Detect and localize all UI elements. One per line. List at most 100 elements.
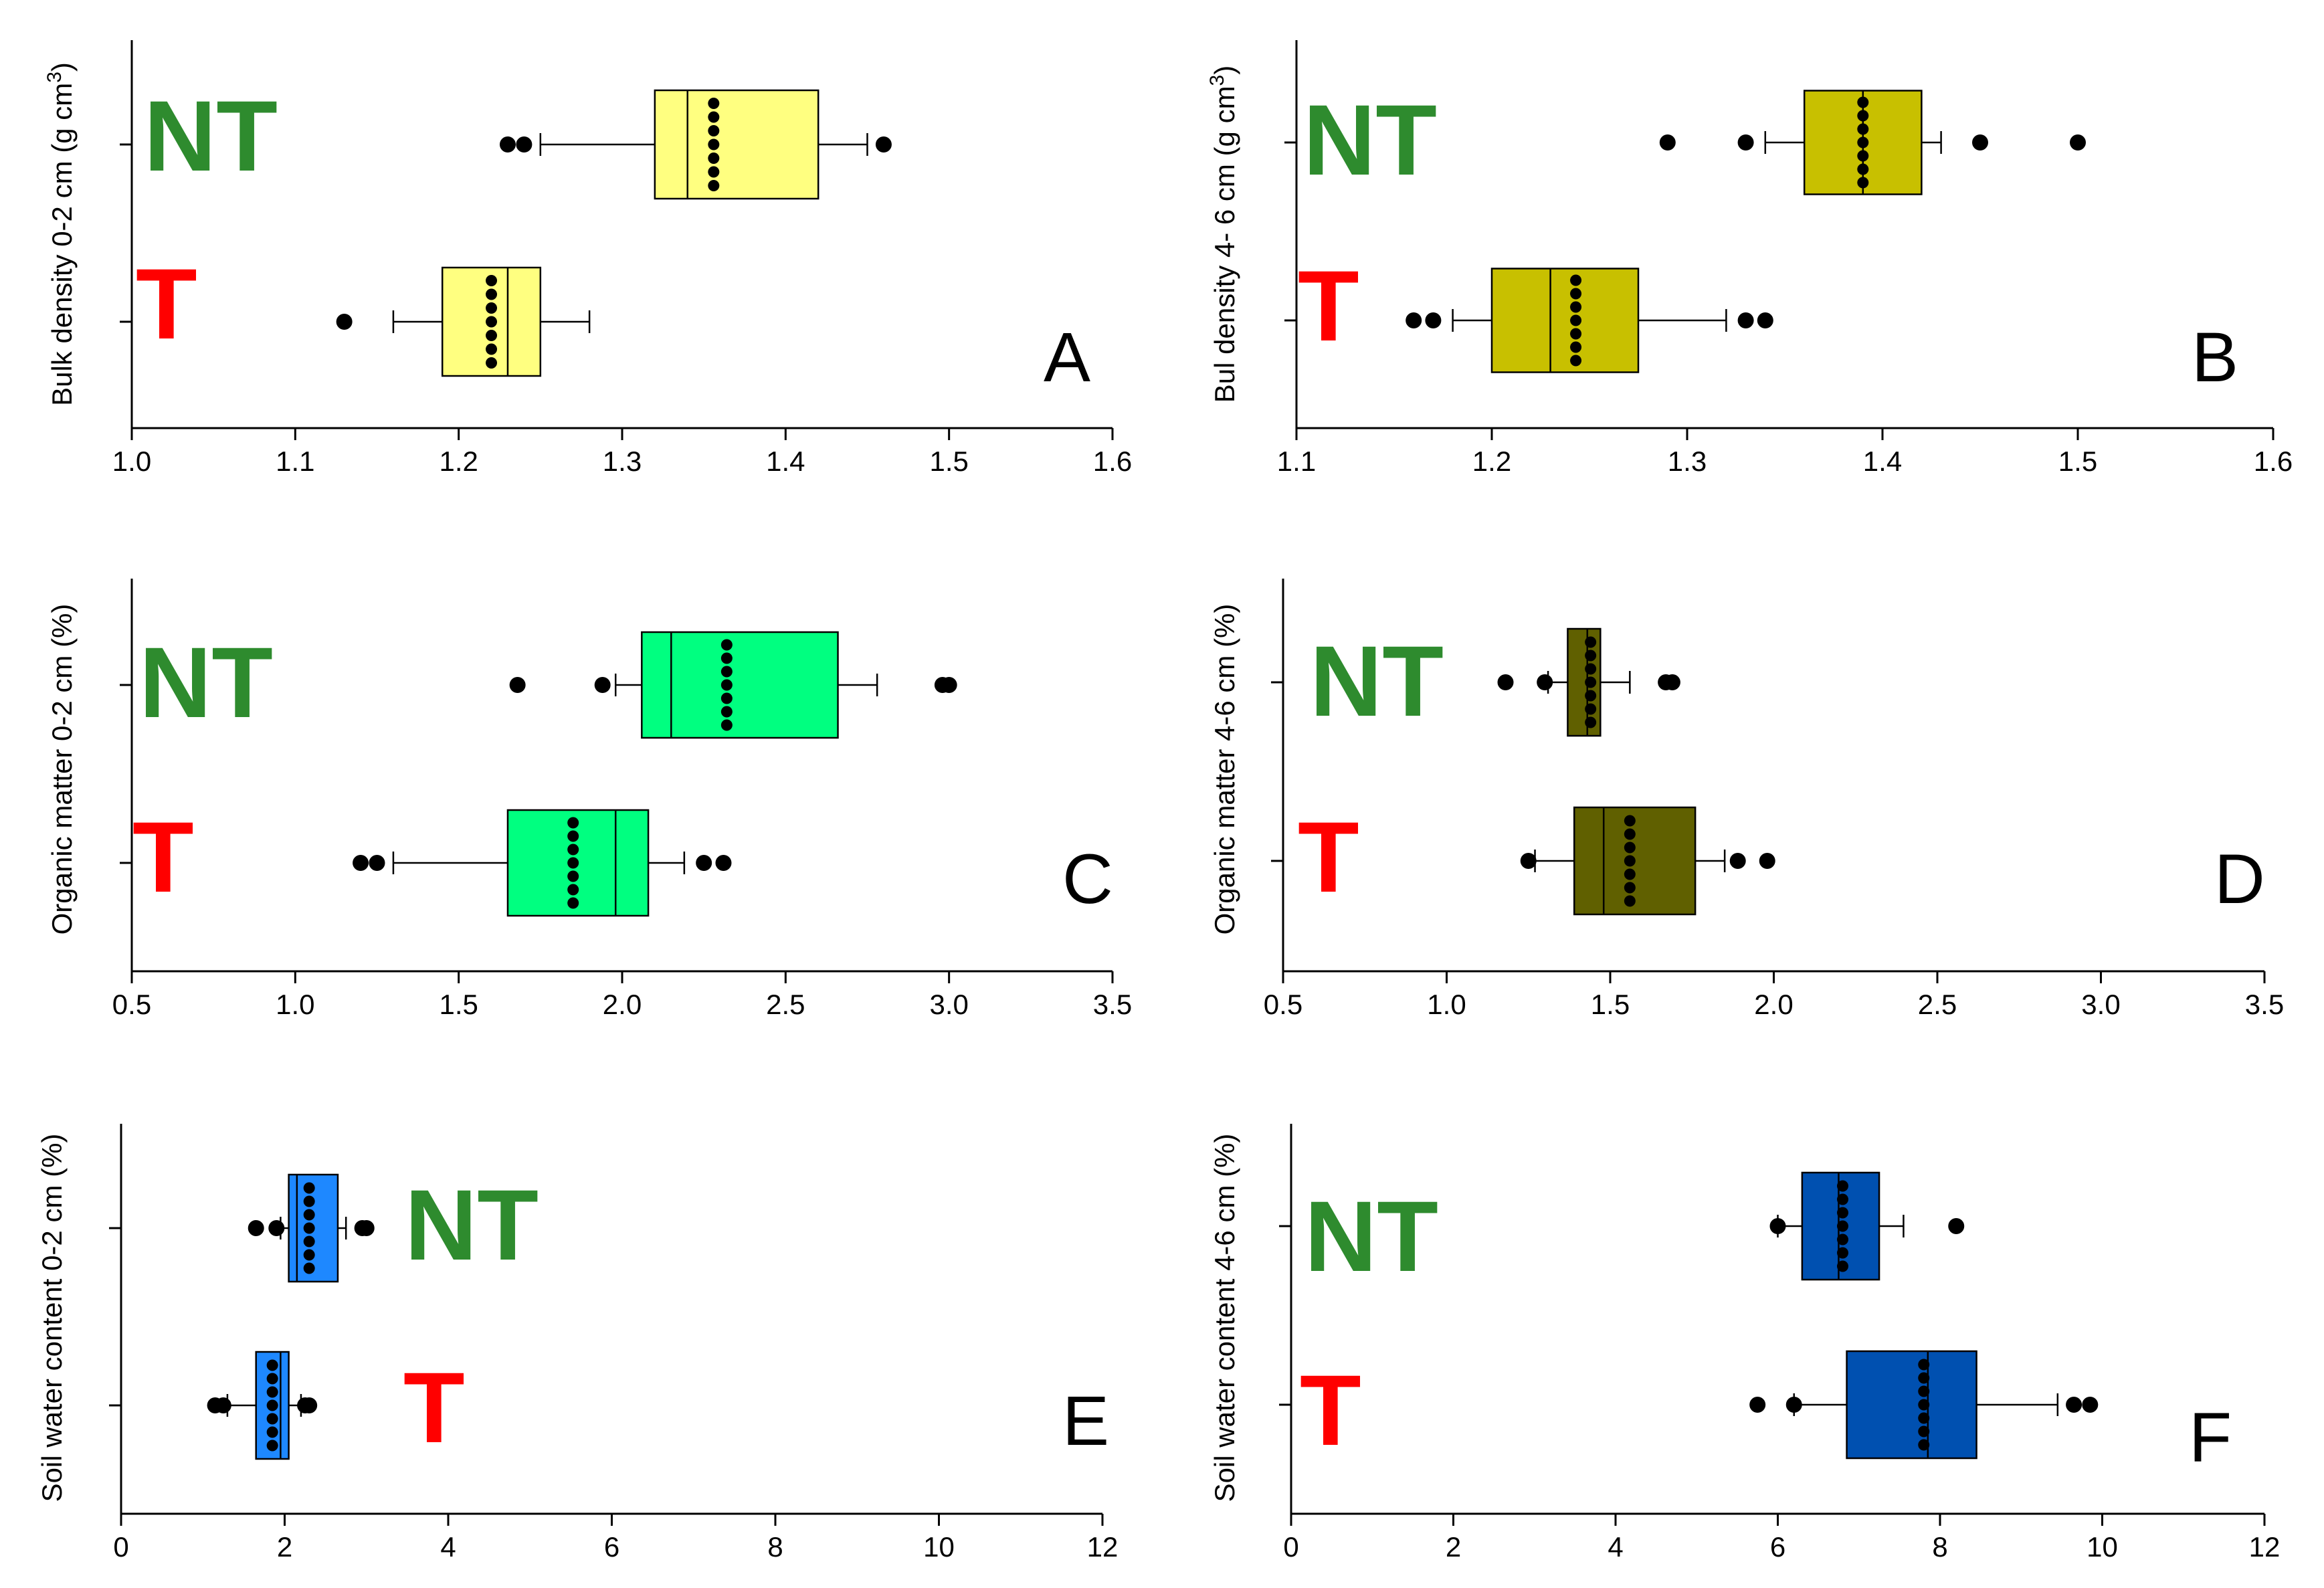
x-tick-label: 1.2 bbox=[1472, 445, 1511, 477]
mean-dot bbox=[1837, 1260, 1848, 1272]
mean-dot bbox=[1585, 716, 1597, 728]
group-label-t: T bbox=[1298, 801, 1359, 913]
y-axis-label-superscript: 3 bbox=[1206, 75, 1228, 86]
mean-dot bbox=[720, 652, 733, 664]
y-axis-label-close: ) bbox=[1209, 66, 1240, 75]
outlier-point bbox=[358, 1220, 375, 1236]
mean-dot bbox=[1570, 328, 1582, 340]
panel-E: 0 2 4 6 8 10 12 Soil water content 0-2 cm (%) NT… bbox=[36, 1124, 1118, 1563]
x-tick-label: 2.0 bbox=[603, 989, 642, 1020]
x-tick-label: 1.5 bbox=[2058, 445, 2097, 477]
panel-A: 1.0 1.1 1.2 1.3 1.4 1.5 1.6 Bulk density 0-2 cm… bbox=[43, 40, 1132, 477]
mean-dot bbox=[486, 275, 498, 286]
panel-C: 0.5 1.0 1.5 2.0 2.5 3.0 3.5 Organic matter 0-2 … bbox=[46, 579, 1132, 1020]
panel-D: 0.5 1.0 1.5 2.0 2.5 3.0 3.5 Organic matter 4-6 … bbox=[1209, 579, 2284, 1020]
x-tick-label: 8 bbox=[767, 1531, 783, 1563]
box-nt bbox=[248, 1173, 375, 1283]
outlier-point bbox=[499, 136, 516, 153]
x-tick-label: 3.0 bbox=[2081, 989, 2120, 1020]
mean-dot bbox=[1857, 123, 1869, 135]
x-tick-label: 1.4 bbox=[1863, 445, 1902, 477]
y-axis-label-close: ) bbox=[46, 62, 78, 72]
mean-dot bbox=[1857, 110, 1869, 122]
group-label-nt: NT bbox=[1303, 84, 1437, 196]
mean-dot bbox=[266, 1386, 278, 1398]
box-nt bbox=[1769, 1171, 1965, 1281]
mean-dot bbox=[1570, 314, 1582, 326]
y-axis-label-text: Organic matter 4-6 cm (%) bbox=[1209, 604, 1240, 935]
x-tick-label: 8 bbox=[1932, 1531, 1947, 1563]
y-axis-label-text: Bul density 4- 6 cm (g cm bbox=[1209, 86, 1240, 403]
mean-dot bbox=[303, 1182, 315, 1194]
outlier-point bbox=[1406, 312, 1422, 328]
x-tick-label: 1.1 bbox=[276, 445, 314, 477]
mean-dot bbox=[486, 330, 498, 341]
box-t bbox=[1406, 268, 1773, 373]
outlier-point bbox=[1759, 853, 1775, 869]
x-tick-label: 2.5 bbox=[766, 989, 805, 1020]
mean-dot bbox=[720, 666, 733, 678]
y-axis-label: Organic matter 0-2 cm (%) bbox=[46, 604, 78, 935]
outlier-point bbox=[1948, 1218, 1965, 1234]
mean-dot bbox=[1918, 1399, 1930, 1411]
mean-dot bbox=[303, 1195, 315, 1207]
group-label-nt: NT bbox=[405, 1169, 539, 1281]
mean-dot bbox=[486, 302, 498, 314]
group-label-t: T bbox=[403, 1351, 465, 1464]
mean-dot bbox=[1624, 855, 1636, 867]
mean-dot bbox=[1918, 1439, 1930, 1451]
mean-dot bbox=[567, 857, 579, 869]
iqr-box bbox=[654, 89, 819, 200]
outlier-point bbox=[1664, 674, 1680, 690]
y-axis-label-text: Bulk density 0-2 cm (g cm bbox=[46, 83, 78, 406]
x-tick-label: 1.3 bbox=[603, 445, 642, 477]
y-axis-label: Organic matter 4-6 cm (%) bbox=[1209, 604, 1240, 935]
mean-dot bbox=[720, 639, 733, 651]
box-nt bbox=[1497, 627, 1680, 737]
box-nt bbox=[509, 631, 957, 739]
mean-dot bbox=[1857, 177, 1869, 189]
group-label-nt: NT bbox=[1310, 625, 1444, 737]
x-tick-label: 10 bbox=[923, 1531, 955, 1563]
mean-dot bbox=[266, 1373, 278, 1385]
outlier-point bbox=[875, 136, 892, 153]
group-label-nt: NT bbox=[139, 626, 273, 738]
mean-dot bbox=[1857, 96, 1869, 108]
box-t bbox=[1749, 1350, 2099, 1460]
mean-dot bbox=[1624, 841, 1636, 854]
mean-dot bbox=[567, 884, 579, 896]
mean-dot bbox=[1918, 1385, 1930, 1397]
mean-dot bbox=[1570, 301, 1582, 313]
y-axis-label-text: Soil water content 4-6 cm (%) bbox=[1209, 1134, 1240, 1502]
mean-dot bbox=[266, 1426, 278, 1438]
mean-dot bbox=[1624, 868, 1636, 880]
y-axis-label-text: Soil water content 0-2 cm (%) bbox=[36, 1134, 68, 1502]
outlier-point bbox=[1497, 674, 1514, 690]
outlier-point bbox=[2070, 134, 2086, 151]
outlier-point bbox=[1972, 134, 1988, 151]
outlier-point bbox=[594, 677, 611, 693]
mean-dot bbox=[266, 1399, 278, 1411]
mean-dot bbox=[1837, 1247, 1848, 1259]
panel-letter: C bbox=[1062, 840, 1113, 918]
x-tick-label: 1.0 bbox=[276, 989, 314, 1020]
outlier-point bbox=[1749, 1397, 1766, 1413]
mean-dot bbox=[1624, 815, 1636, 827]
mean-dot bbox=[720, 719, 733, 731]
x-tick-label: 1.2 bbox=[439, 445, 478, 477]
panel-letter: B bbox=[2192, 318, 2238, 397]
mean-dot bbox=[1624, 895, 1636, 907]
x-tick-label: 2 bbox=[277, 1531, 292, 1563]
x-tick-label: 4 bbox=[1608, 1531, 1623, 1563]
mean-dot bbox=[303, 1222, 315, 1234]
mean-dot bbox=[1918, 1412, 1930, 1424]
y-axis-label-superscript: 3 bbox=[43, 72, 66, 83]
mean-dot bbox=[1918, 1372, 1930, 1384]
x-tick-label: 6 bbox=[1770, 1531, 1785, 1563]
x-tick-label: 10 bbox=[2087, 1531, 2118, 1563]
x-tick-label: 6 bbox=[604, 1531, 619, 1563]
outlier-point bbox=[509, 677, 526, 693]
outlier-point bbox=[1769, 1218, 1786, 1234]
x-tick-label: 2 bbox=[1446, 1531, 1461, 1563]
mean-dot bbox=[708, 138, 720, 151]
